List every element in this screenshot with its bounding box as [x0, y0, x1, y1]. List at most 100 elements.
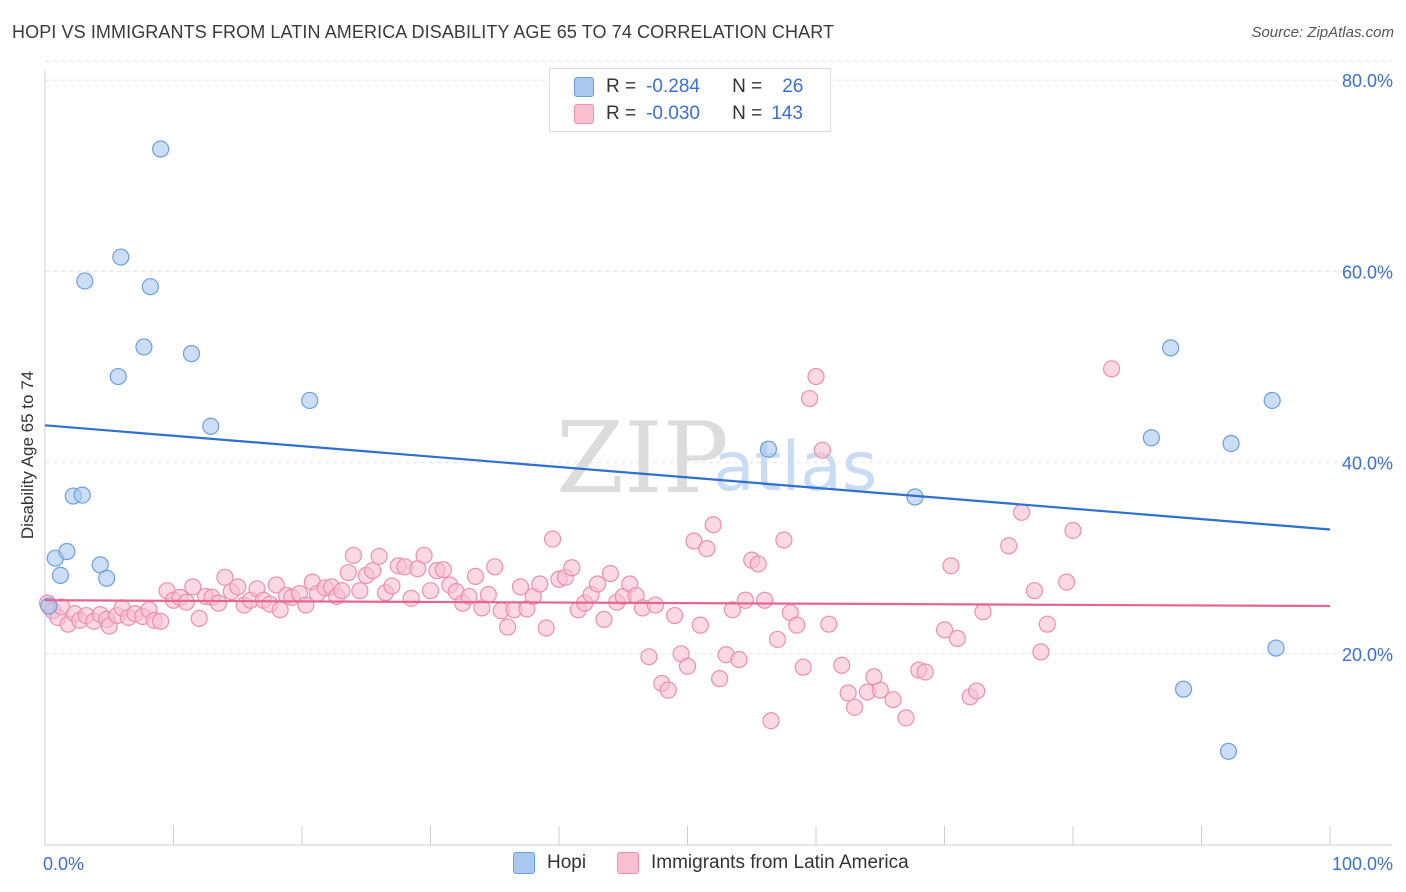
point-hopi: [1174, 680, 1193, 698]
point-hopi: [202, 417, 220, 435]
point-latin-america: [1102, 360, 1121, 378]
bottom-legend-hopi: Hopi: [513, 852, 586, 874]
point-latin-america: [466, 567, 485, 585]
point-latin-america: [190, 609, 208, 628]
point-latin-america: [813, 441, 832, 459]
legend-n-label: N =: [732, 103, 763, 124]
legend-n-value: 143: [771, 103, 803, 124]
legend-r-label: R =: [606, 103, 637, 124]
point-latin-america: [1032, 643, 1050, 661]
trend-line-hopi: [44, 424, 1331, 531]
trend-line-latin-america: [44, 599, 1331, 608]
point-latin-america: [364, 562, 382, 580]
point-latin-america: [788, 616, 806, 634]
point-latin-america: [659, 681, 677, 699]
bottom-legend-label-hopi: Hopi: [547, 852, 587, 873]
bottom-legend: Hopi Immigrants from Latin America: [0, 852, 1406, 878]
point-hopi: [1267, 639, 1285, 657]
point-latin-america: [768, 630, 787, 649]
chart-title: HOPI VS IMMIGRANTS FROM LATIN AMERICA DI…: [12, 22, 835, 42]
legend: R = -0.284 N = 26 R = -0.030 N = 143: [549, 68, 831, 132]
point-latin-america: [807, 367, 825, 386]
y-tick-label: 20.0%: [1342, 645, 1393, 665]
x-tick-label: 0.0%: [43, 854, 84, 874]
point-latin-america: [839, 684, 857, 702]
point-latin-america: [344, 546, 362, 564]
point-hopi: [51, 566, 70, 585]
point-hopi: [301, 391, 319, 410]
point-hopi: [1162, 339, 1180, 357]
point-hopi: [1222, 434, 1240, 453]
point-latin-america: [1025, 582, 1044, 600]
legend-row-hopi: R = -0.284 N = 26: [550, 74, 803, 100]
point-latin-america: [563, 559, 581, 577]
point-latin-america: [595, 610, 613, 628]
y-tick-label: 60.0%: [1342, 262, 1393, 282]
point-latin-america: [351, 582, 369, 600]
point-hopi: [112, 248, 130, 266]
watermark-zip: ZIP: [556, 402, 729, 516]
point-latin-america: [1038, 615, 1056, 633]
axes: [44, 70, 1392, 846]
y-axis-label: Disability Age 65 to 74: [18, 371, 37, 539]
legend-row-latin-america: R = -0.030 N = 143: [550, 101, 803, 127]
series-hopi-points: [40, 140, 1285, 760]
point-latin-america: [402, 589, 420, 607]
point-latin-america: [685, 532, 703, 550]
tick-labels: 20.0% 40.0% 60.0% 80.0% 0.0% 100.0%: [43, 71, 1393, 874]
legend-swatch-latin-america: [574, 104, 594, 124]
point-latin-america: [640, 648, 658, 666]
point-latin-america: [383, 577, 401, 595]
point-latin-america: [948, 629, 966, 648]
point-hopi: [1219, 742, 1238, 760]
point-latin-america: [942, 557, 960, 575]
point-latin-america: [434, 561, 452, 579]
point-latin-america: [1064, 521, 1082, 540]
point-latin-america: [339, 563, 357, 582]
point-latin-america: [1057, 573, 1076, 591]
bottom-legend-swatch-hopi: [513, 852, 535, 874]
point-latin-america: [897, 709, 915, 727]
y-tick-label: 80.0%: [1342, 71, 1393, 91]
point-latin-america: [531, 575, 549, 593]
legend-r-value: -0.284: [646, 76, 700, 97]
legend-r-value: -0.030: [646, 103, 700, 124]
y-tick-label: 40.0%: [1342, 454, 1393, 474]
point-latin-america: [588, 575, 607, 593]
point-latin-america: [537, 619, 555, 637]
point-latin-america: [486, 558, 504, 576]
point-latin-america: [820, 615, 838, 633]
point-hopi: [73, 486, 91, 504]
point-hopi: [40, 597, 58, 615]
trend-lines: [44, 424, 1331, 608]
point-hopi: [759, 440, 778, 458]
legend-n-value: 26: [782, 76, 804, 97]
point-latin-america: [499, 618, 517, 636]
point-latin-america: [916, 663, 934, 681]
x-tick-label: 100.0%: [1332, 854, 1393, 874]
point-hopi: [76, 272, 94, 290]
point-latin-america: [216, 568, 234, 586]
point-latin-america: [704, 516, 722, 534]
point-latin-america: [749, 555, 767, 573]
point-latin-america: [723, 601, 742, 619]
point-latin-america: [698, 540, 716, 558]
point-latin-america: [794, 658, 812, 676]
point-latin-america: [1012, 503, 1031, 521]
watermark-atlas: atlas: [713, 428, 877, 507]
point-hopi: [98, 569, 116, 587]
point-hopi: [135, 338, 153, 356]
point-latin-america: [968, 682, 986, 700]
bottom-legend-swatch-latin-america: [617, 852, 639, 874]
point-latin-america: [730, 650, 748, 669]
point-hopi: [1263, 391, 1281, 410]
point-latin-america: [666, 606, 684, 625]
point-latin-america: [184, 578, 202, 596]
point-latin-america: [209, 594, 228, 612]
point-hopi: [109, 367, 127, 386]
point-latin-america: [479, 585, 497, 604]
point-latin-america: [267, 576, 285, 594]
point-latin-america: [755, 591, 774, 609]
point-hopi: [1142, 429, 1160, 447]
